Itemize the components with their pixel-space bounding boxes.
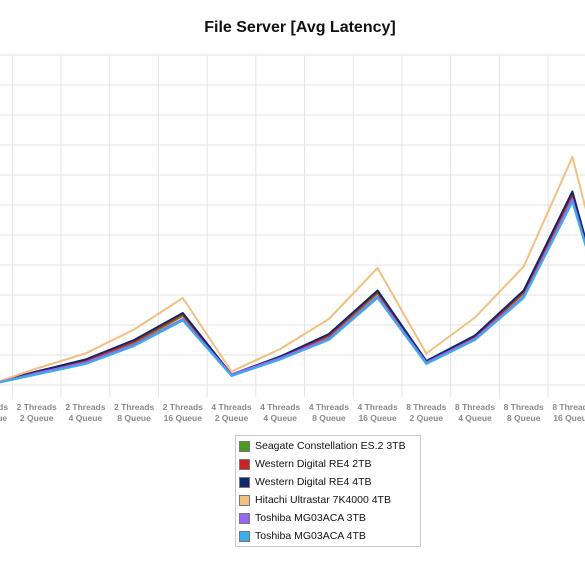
series-lines — [0, 156, 585, 384]
legend-swatch — [239, 440, 250, 452]
legend-label: Toshiba MG03ACA 4TB — [255, 530, 366, 542]
grid — [0, 54, 585, 397]
x-tick-label: 4 Threads 16 Queue — [358, 402, 398, 423]
chart-title: File Server [Avg Latency] — [204, 19, 396, 36]
legend-label: Seagate Constellation ES.2 3TB — [255, 440, 406, 452]
legend-item[interactable]: Western Digital RE4 4TB — [239, 473, 417, 491]
x-tick-label: 2 Threads 16 Queue — [163, 402, 203, 423]
x-tick-label: 8 Threads 4 Queue — [455, 402, 495, 423]
legend-label: Western Digital RE4 2TB — [255, 458, 372, 470]
x-tick-label: 2 Threads 8 Queue — [114, 402, 154, 423]
legend-label: Western Digital RE4 4TB — [255, 476, 372, 488]
series-line — [0, 190, 585, 383]
series-line — [0, 201, 585, 384]
legend-item[interactable]: Toshiba MG03ACA 3TB — [239, 509, 417, 527]
legend-item[interactable]: Hitachi Ultrastar 7K4000 4TB — [239, 491, 417, 509]
series-line — [0, 193, 585, 383]
legend-swatch — [239, 494, 250, 506]
legend-item[interactable]: Toshiba MG03ACA 4TB — [239, 527, 417, 545]
series-line — [0, 195, 585, 384]
x-tick-label: 8 Threads 2 Queue — [406, 402, 446, 423]
series-line — [0, 198, 585, 384]
x-tick-label: 4 Threads 4 Queue — [260, 402, 300, 423]
legend-label: Toshiba MG03ACA 3TB — [255, 512, 366, 524]
x-tick-label: 4 Threads 2 Queue — [211, 402, 251, 423]
legend: Seagate Constellation ES.2 3TB Western Di… — [235, 435, 421, 547]
x-tick-label: 8 Threads 8 Queue — [504, 402, 544, 423]
legend-swatch — [239, 458, 250, 470]
x-tick-label: 2 Threads 2 Queue — [17, 402, 57, 423]
x-tick-label: 2 Threads 4 Queue — [65, 402, 105, 423]
legend-label: Hitachi Ultrastar 7K4000 4TB — [255, 494, 391, 506]
legend-item[interactable]: Western Digital RE4 2TB — [239, 455, 417, 473]
legend-swatch — [239, 476, 250, 488]
x-tick-label: 4 Threads 8 Queue — [309, 402, 349, 423]
legend-swatch — [239, 512, 250, 524]
series-line — [0, 156, 585, 382]
legend-swatch — [239, 530, 250, 542]
legend-item[interactable]: Seagate Constellation ES.2 3TB — [239, 437, 417, 455]
